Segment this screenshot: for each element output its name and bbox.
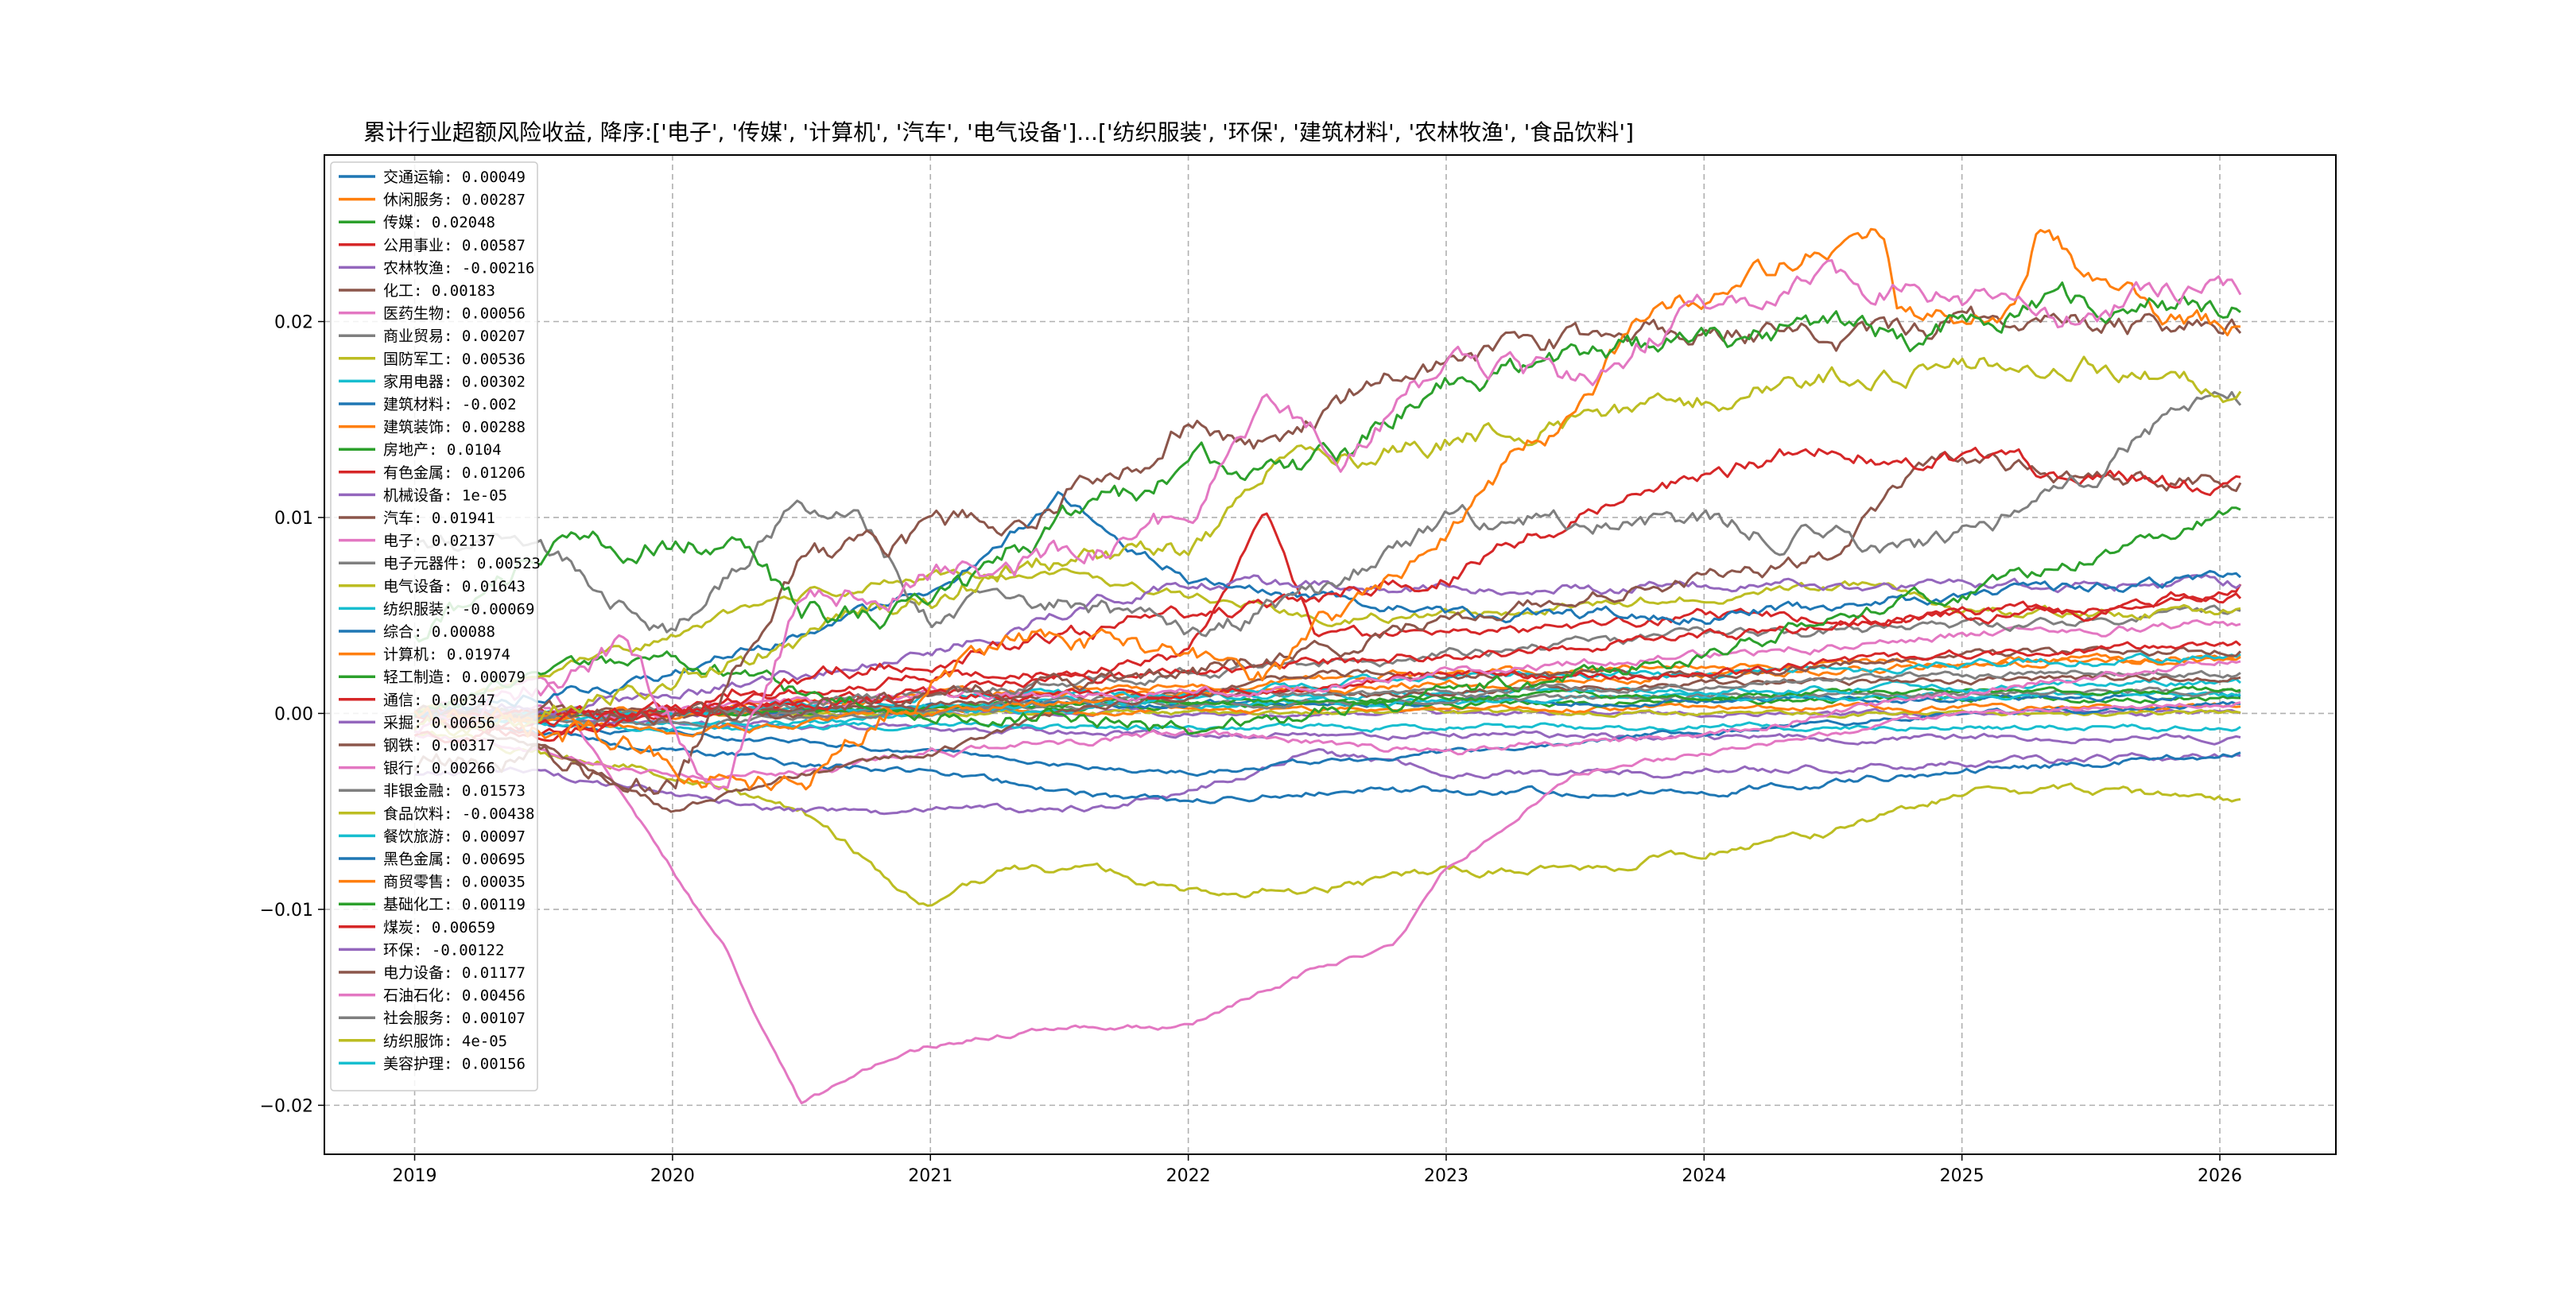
x-tick-label: 2019 <box>393 1166 437 1186</box>
legend-entry-label: 医药生物: 0.00056 <box>383 305 526 323</box>
legend-entry-label: 房地产: 0.0104 <box>383 441 502 459</box>
legend-entry-label: 基础化工: 0.00119 <box>383 896 526 913</box>
legend-entry-label: 化工: 0.00183 <box>383 282 495 300</box>
series-line <box>413 281 2241 643</box>
legend-entry-label: 银行: 0.00266 <box>383 760 495 777</box>
legend-entry-label: 电力设备: 0.01177 <box>383 964 526 982</box>
legend-entry-label: 建筑装饰: 0.00288 <box>383 419 526 436</box>
legend-entry-label: 黑色金属: 0.00695 <box>383 851 526 868</box>
legend-entry-label: 纺织服装: -0.00069 <box>383 600 534 618</box>
y-tick-label: −0.01 <box>260 901 313 921</box>
legend-entry-label: 机械设备: 1e-05 <box>383 487 507 504</box>
legend-entry-label: 综合: 0.00088 <box>383 623 495 641</box>
series-line <box>414 748 2241 816</box>
legend-entry-label: 非银金融: 0.01573 <box>383 782 526 800</box>
series-line <box>413 227 2241 792</box>
legend-entry-label: 食品饮料: -0.00438 <box>383 805 534 823</box>
legend-entry-label: 公用事业: 0.00587 <box>383 237 526 254</box>
axis-ticks: 2019 2020 2021 2022 2023 2024 2025 2026 −0.02 −0.… <box>260 313 2242 1187</box>
legend-entry-label: 餐饮旅游: 0.00097 <box>383 828 526 845</box>
series-line <box>414 390 2242 638</box>
series-line <box>413 568 2241 715</box>
legend-entry-label: 通信: 0.00347 <box>383 692 495 709</box>
legend-entry-label: 国防军工: 0.00536 <box>383 351 526 368</box>
legend-entry-label: 采掘: 0.00656 <box>383 714 495 731</box>
series-line <box>414 712 2241 733</box>
legend-entry-label: 电子: 0.02137 <box>383 533 495 550</box>
series-line <box>413 355 2242 737</box>
legend-entry-label: 社会服务: 0.00107 <box>383 1010 526 1027</box>
plot-frame <box>324 154 2337 1155</box>
legend-entry-label: 有色金属: 0.01206 <box>383 464 526 482</box>
legend-entry-label: 轻工制造: 0.00079 <box>383 669 526 686</box>
series-line <box>413 660 2241 781</box>
series-line <box>413 711 2241 804</box>
legend-entry-label: 汽车: 0.01941 <box>383 510 495 527</box>
x-tick-label: 2025 <box>1940 1166 1984 1186</box>
legend-entry-label: 商贸零售: 0.00035 <box>383 874 526 891</box>
legend-entry-label: 建筑材料: -0.002 <box>383 396 517 413</box>
series-line <box>414 731 2241 907</box>
y-tick-label: 0.00 <box>274 704 313 724</box>
legend-entry-label: 电子元器件: 0.00523 <box>383 555 541 572</box>
legend-entry-label: 传媒: 0.02048 <box>383 214 495 231</box>
series-line <box>414 259 2242 791</box>
x-tick-label: 2023 <box>1424 1166 1468 1186</box>
x-tick-label: 2021 <box>908 1166 952 1186</box>
legend-entry-label: 电气设备: 0.01643 <box>383 578 526 595</box>
legend-entry-label: 石油石化: 0.00456 <box>383 987 526 1005</box>
series-line <box>414 640 2241 737</box>
legend-frame <box>330 161 538 1091</box>
legend-entry-label: 家用电器: 0.00302 <box>383 373 526 390</box>
series-lines <box>413 227 2242 1105</box>
series-line <box>414 676 2241 1105</box>
legend: 交通运输: 0.00049 休闲服务: 0.00287 传媒: 0.02048 公用事… <box>330 161 541 1091</box>
legend-entry-label: 休闲服务: 0.00287 <box>383 192 526 209</box>
series-line <box>413 305 2242 795</box>
legend-entry-label: 交通运输: 0.00049 <box>383 169 526 186</box>
legend-entry-label: 计算机: 0.01974 <box>383 646 510 664</box>
legend-entry-label: 农林牧渔: -0.00216 <box>383 259 534 277</box>
legend-entry-label: 美容护理: 0.00156 <box>383 1055 526 1072</box>
x-tick-label: 2026 <box>2198 1166 2242 1186</box>
legend-entry-label: 商业贸易: 0.00207 <box>383 328 526 345</box>
legend-entry-label: 钢铁: 0.00317 <box>383 737 495 754</box>
series-line <box>413 506 2241 735</box>
series-line <box>414 700 2241 777</box>
legend-entry-label: 煤炭: 0.00659 <box>383 919 495 936</box>
series-line <box>413 447 2241 735</box>
y-tick-label: 0.01 <box>274 509 313 529</box>
x-tick-label: 2020 <box>650 1166 695 1186</box>
series-line <box>414 573 2241 717</box>
x-tick-label: 2024 <box>1682 1166 1726 1186</box>
y-tick-label: −0.02 <box>260 1096 313 1116</box>
legend-entry-label: 环保: -0.00122 <box>383 941 504 959</box>
x-tick-label: 2022 <box>1166 1166 1211 1186</box>
y-tick-label: 0.02 <box>274 313 313 333</box>
chart-title: 累计行业超额风险收益, 降序:['电子', '传媒', '计算机', '汽车',… <box>363 119 1634 145</box>
legend-entry-label: 纺织服饰: 4e-05 <box>383 1033 507 1050</box>
